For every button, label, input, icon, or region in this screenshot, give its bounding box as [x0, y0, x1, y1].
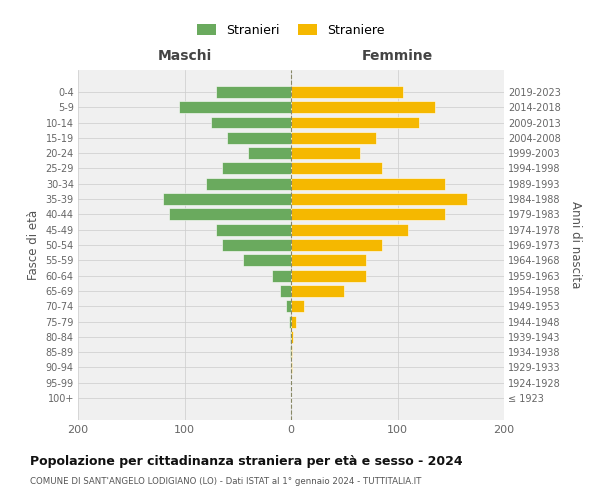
- Bar: [222, 239, 291, 251]
- Bar: [291, 239, 382, 251]
- Bar: [291, 346, 292, 358]
- Y-axis label: Anni di nascita: Anni di nascita: [569, 202, 583, 288]
- Bar: [291, 316, 296, 328]
- Bar: [280, 285, 291, 297]
- Bar: [291, 224, 408, 235]
- Bar: [291, 285, 344, 297]
- Bar: [217, 86, 291, 98]
- Bar: [272, 270, 291, 281]
- Bar: [291, 101, 435, 113]
- Bar: [291, 300, 304, 312]
- Bar: [227, 132, 291, 144]
- Bar: [291, 86, 403, 98]
- Bar: [291, 147, 360, 159]
- Bar: [291, 116, 419, 128]
- Bar: [291, 331, 293, 343]
- Bar: [243, 254, 291, 266]
- Bar: [286, 300, 291, 312]
- Bar: [206, 178, 291, 190]
- Text: Femmine: Femmine: [362, 49, 433, 63]
- Bar: [163, 193, 291, 205]
- Bar: [291, 270, 365, 281]
- Bar: [291, 208, 445, 220]
- Bar: [179, 101, 291, 113]
- Text: Maschi: Maschi: [157, 49, 212, 63]
- Bar: [289, 316, 291, 328]
- Bar: [211, 116, 291, 128]
- Text: COMUNE DI SANT'ANGELO LODIGIANO (LO) - Dati ISTAT al 1° gennaio 2024 - TUTTITALI: COMUNE DI SANT'ANGELO LODIGIANO (LO) - D…: [30, 478, 421, 486]
- Y-axis label: Fasce di età: Fasce di età: [27, 210, 40, 280]
- Bar: [222, 162, 291, 174]
- Bar: [291, 254, 365, 266]
- Bar: [290, 331, 291, 343]
- Bar: [217, 224, 291, 235]
- Bar: [291, 362, 292, 374]
- Bar: [291, 178, 445, 190]
- Bar: [291, 162, 382, 174]
- Bar: [248, 147, 291, 159]
- Bar: [291, 193, 467, 205]
- Bar: [290, 346, 291, 358]
- Legend: Stranieri, Straniere: Stranieri, Straniere: [194, 20, 388, 41]
- Bar: [169, 208, 291, 220]
- Text: Popolazione per cittadinanza straniera per età e sesso - 2024: Popolazione per cittadinanza straniera p…: [30, 455, 463, 468]
- Bar: [291, 132, 376, 144]
